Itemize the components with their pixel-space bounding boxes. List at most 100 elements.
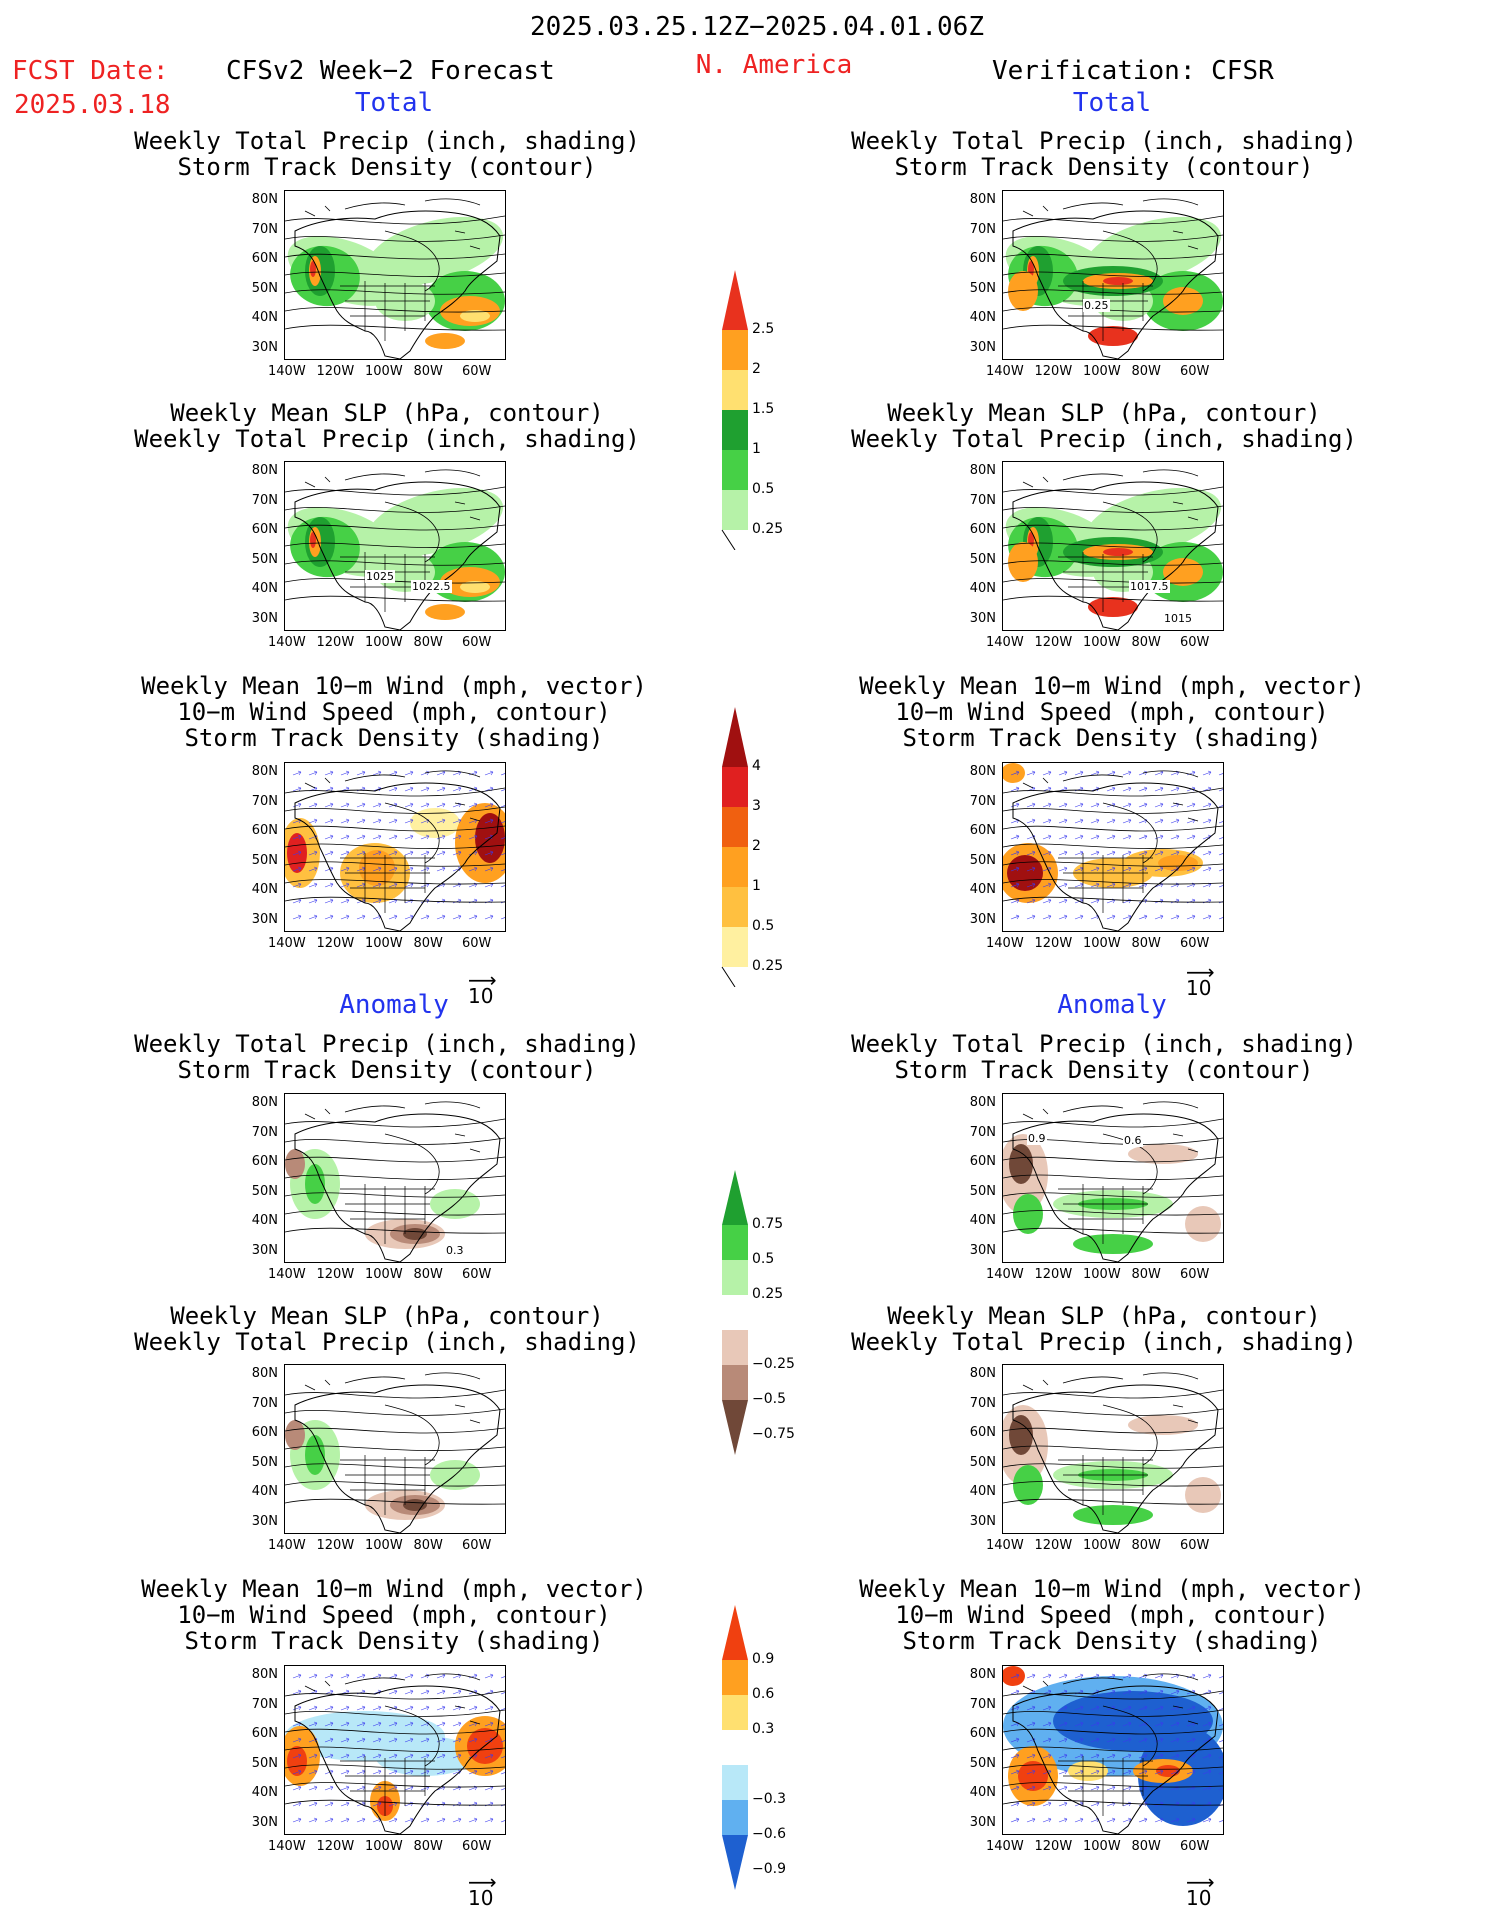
colorbar-segment [722,370,748,410]
lon-tick-label: 60W [462,635,492,650]
colorbar-segment [722,927,748,967]
colorbar-segment [722,270,748,330]
colorbar-segment [722,1400,748,1455]
lon-tick-label: 140W [986,1839,1024,1854]
colorbar-segment [722,1365,748,1400]
colorbar-label: 0.6 [752,1686,775,1702]
lat-tick-label: 70N [969,492,996,508]
lon-tick-label: 120W [1034,364,1073,379]
lon-tick-label: 140W [268,635,306,650]
lat-tick-label: 80N [251,192,278,207]
period-title: 2025.03.25.12Z−2025.04.01.06Z [530,12,984,42]
section-anomaly-left: Anomaly [339,990,449,1020]
verification-title: Verification: CFSR [992,56,1274,86]
contour-label: 0.9 [1027,1132,1047,1145]
lat-tick-label: 50N [251,852,278,868]
lon-tick-label: 80W [413,1538,443,1553]
lat-tick-label: 70N [969,221,996,237]
forecast-map-precip [284,190,506,360]
colorbar-label: 0.5 [752,918,775,934]
panel-title: Weekly Mean SLP (hPa, contour) Weekly Tot… [134,1302,640,1356]
forecast-map-aslp [284,1364,506,1534]
lon-tick-label: 120W [1034,1839,1073,1854]
lon-tick-label: 100W [365,1538,403,1553]
colorbar-label: 0.3 [752,1721,775,1737]
lon-tick-label: 80W [413,1839,443,1854]
verification-map-wind [1002,762,1224,932]
lat-tick-label: 30N [969,1242,996,1258]
lat-tick-label: 30N [251,339,278,355]
lat-tick-label: 50N [969,1755,996,1771]
contour-label: 0.25 [1083,299,1110,312]
colorbar-segment [722,1695,748,1730]
lat-tick-label: 30N [969,1814,996,1830]
lon-tick-label: 60W [462,1839,492,1854]
lat-tick-label: 80N [251,1667,278,1682]
contour-label: 1022.5 [411,580,452,593]
panel-title: Weekly Total Precip (inch, shading) Storm… [134,127,640,181]
lat-tick-label: 70N [251,1696,278,1712]
lat-tick-label: 60N [251,823,278,838]
lon-tick-label: 140W [986,364,1024,379]
forecast-map-wind [284,762,506,932]
lon-tick-label: 120W [1034,635,1073,650]
contour-label: 1025 [365,570,395,583]
panel-title: Weekly Mean SLP (hPa, contour) Weekly Tot… [851,1302,1357,1356]
lat-tick-label: 40N [251,310,278,325]
lat-tick-label: 50N [251,1755,278,1771]
lat-tick-label: 60N [251,1154,278,1169]
lat-tick-label: 70N [251,793,278,809]
colorbar-segment [722,410,748,450]
lon-tick-label: 120W [1034,936,1073,951]
lat-tick-label: 40N [969,1785,996,1800]
colorbar-segment [722,490,748,530]
colorbar-label: 0.75 [752,1216,784,1232]
lon-tick-label: 120W [316,635,355,650]
lat-tick-label: 30N [969,339,996,355]
lat-tick-label: 80N [251,463,278,478]
lat-tick-label: 50N [969,280,996,296]
panel-title: Weekly Total Precip (inch, shading) Storm… [851,127,1357,181]
lon-tick-label: 60W [462,936,492,951]
colorbar-segment [722,1295,748,1330]
lon-tick-label: 80W [1131,1538,1161,1553]
lat-tick-label: 50N [969,1183,996,1199]
lon-tick-label: 140W [986,1267,1024,1282]
region-title: N. America [695,50,853,80]
lon-tick-label: 60W [1180,936,1210,951]
lat-tick-label: 40N [969,882,996,897]
contour-label: 0.3 [445,1244,465,1257]
lat-tick-label: 40N [969,581,996,596]
fcst-date-label: FCST Date: [12,56,169,86]
lat-tick-label: 70N [969,793,996,809]
lon-tick-label: 80W [413,364,443,379]
panel-title: Weekly Mean 10−m Wind (mph, vector) 10−m … [141,672,647,752]
colorbar-label: 1 [752,878,761,894]
lon-tick-label: 100W [1083,635,1121,650]
lon-tick-label: 80W [1131,936,1161,951]
colorbar-label: 2 [752,838,761,854]
lon-tick-label: 80W [413,1267,443,1282]
lon-tick-label: 120W [316,1267,355,1282]
lat-tick-label: 80N [969,764,996,779]
colorbar-segment [722,1835,748,1890]
lon-tick-label: 140W [268,1267,306,1282]
verification-map-slp: 1017.5 1015 [1002,461,1224,631]
lon-tick-label: 120W [316,1538,355,1553]
lat-tick-label: 80N [969,1366,996,1381]
contour-label: 1017.5 [1129,580,1170,593]
verification-map-aprecip: 0.6 0.9 [1002,1093,1224,1263]
lon-tick-label: 140W [986,936,1024,951]
colorbar-label: −0.9 [752,1861,786,1877]
lon-tick-label: 140W [268,1538,306,1553]
lat-tick-label: 50N [251,1183,278,1199]
verification-map-precip: 0.25 [1002,190,1224,360]
colorbar-anom-precip: 0.75 0.5 0.25 −0.25 −0.5 −0.75 [720,1170,830,1455]
lon-tick-label: 60W [462,1538,492,1553]
colorbar-label: 2.5 [752,321,775,337]
colorbar-segment [722,1730,748,1765]
lat-tick-label: 80N [969,1095,996,1110]
colorbar-segment [722,1225,748,1260]
colorbar-segment [722,887,748,927]
lat-tick-label: 60N [969,1726,996,1741]
